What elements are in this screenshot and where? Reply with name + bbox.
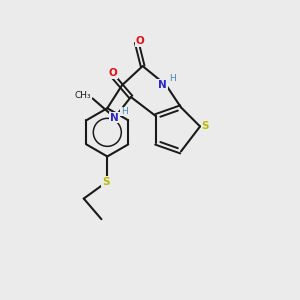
Text: O: O <box>136 36 145 46</box>
Text: N: N <box>110 112 119 123</box>
Text: H: H <box>121 107 128 116</box>
Text: H: H <box>169 74 176 83</box>
Text: N: N <box>158 80 167 90</box>
Text: S: S <box>102 176 110 187</box>
Text: CH₃: CH₃ <box>74 91 91 100</box>
Text: S: S <box>202 122 209 131</box>
Text: O: O <box>109 68 118 78</box>
